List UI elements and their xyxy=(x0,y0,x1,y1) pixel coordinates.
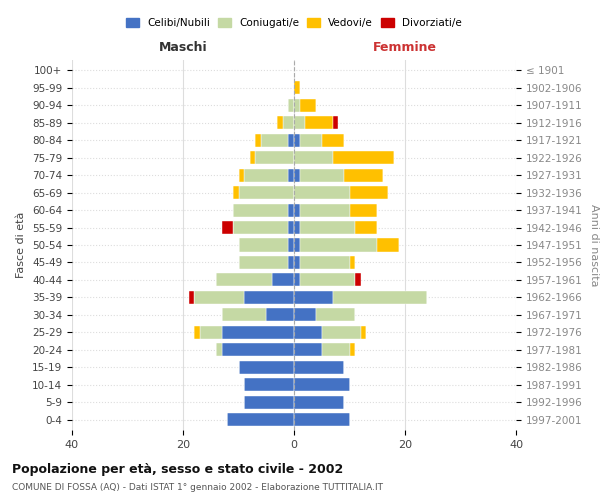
Bar xyxy=(377,238,400,252)
Bar xyxy=(222,326,294,339)
Bar xyxy=(260,134,289,147)
Bar xyxy=(289,99,294,112)
Bar xyxy=(294,291,333,304)
Bar xyxy=(289,168,294,181)
Bar xyxy=(294,343,322,356)
Bar xyxy=(277,116,283,130)
Bar xyxy=(294,413,349,426)
Bar xyxy=(239,360,294,374)
Bar xyxy=(239,256,289,269)
Bar xyxy=(294,360,344,374)
Bar xyxy=(194,326,200,339)
Bar xyxy=(283,116,294,130)
Y-axis label: Fasce di età: Fasce di età xyxy=(16,212,26,278)
Y-axis label: Anni di nascita: Anni di nascita xyxy=(589,204,599,286)
Bar xyxy=(322,134,344,147)
Bar xyxy=(233,186,239,199)
Bar xyxy=(289,221,294,234)
Bar xyxy=(294,256,299,269)
Bar xyxy=(216,343,222,356)
Bar xyxy=(299,204,349,216)
Bar xyxy=(333,116,338,130)
Bar xyxy=(294,99,299,112)
Bar xyxy=(272,274,294,286)
Bar xyxy=(294,326,322,339)
Bar xyxy=(349,343,355,356)
Bar xyxy=(266,308,294,322)
Bar xyxy=(289,134,294,147)
Text: Popolazione per età, sesso e stato civile - 2002: Popolazione per età, sesso e stato civil… xyxy=(12,462,343,475)
Bar xyxy=(299,274,355,286)
Text: COMUNE DI FOSSA (AQ) - Dati ISTAT 1° gennaio 2002 - Elaborazione TUTTITALIA.IT: COMUNE DI FOSSA (AQ) - Dati ISTAT 1° gen… xyxy=(12,482,383,492)
Bar xyxy=(299,99,316,112)
Bar xyxy=(227,413,294,426)
Bar xyxy=(299,168,344,181)
Bar xyxy=(222,308,266,322)
Bar xyxy=(299,256,349,269)
Text: Maschi: Maschi xyxy=(158,41,208,54)
Bar xyxy=(255,134,260,147)
Bar xyxy=(333,291,427,304)
Text: Femmine: Femmine xyxy=(373,41,437,54)
Bar xyxy=(294,186,349,199)
Bar xyxy=(294,378,349,391)
Bar xyxy=(355,274,361,286)
Bar xyxy=(294,151,333,164)
Bar xyxy=(305,116,333,130)
Bar xyxy=(294,82,299,94)
Bar xyxy=(294,204,299,216)
Bar xyxy=(361,326,366,339)
Bar xyxy=(289,204,294,216)
Bar xyxy=(333,151,394,164)
Bar xyxy=(299,221,355,234)
Bar xyxy=(322,343,349,356)
Bar xyxy=(222,343,294,356)
Bar xyxy=(188,291,194,304)
Bar xyxy=(299,134,322,147)
Bar xyxy=(239,168,244,181)
Bar xyxy=(299,238,377,252)
Bar xyxy=(294,134,299,147)
Bar xyxy=(349,186,388,199)
Bar xyxy=(250,151,255,164)
Bar xyxy=(289,238,294,252)
Bar xyxy=(316,308,355,322)
Legend: Celibi/Nubili, Coniugati/e, Vedovi/e, Divorziati/e: Celibi/Nubili, Coniugati/e, Vedovi/e, Di… xyxy=(122,14,466,32)
Bar xyxy=(194,291,244,304)
Bar xyxy=(294,221,299,234)
Bar xyxy=(244,291,294,304)
Bar xyxy=(349,204,377,216)
Bar xyxy=(233,204,289,216)
Bar xyxy=(244,168,289,181)
Bar xyxy=(255,151,294,164)
Bar xyxy=(294,308,316,322)
Bar xyxy=(294,116,305,130)
Bar xyxy=(349,256,355,269)
Bar xyxy=(239,238,289,252)
Bar xyxy=(294,274,299,286)
Bar xyxy=(222,221,233,234)
Bar xyxy=(200,326,222,339)
Bar xyxy=(244,378,294,391)
Bar xyxy=(355,221,377,234)
Bar xyxy=(344,168,383,181)
Bar xyxy=(233,221,289,234)
Bar xyxy=(244,396,294,408)
Bar xyxy=(239,186,294,199)
Bar xyxy=(322,326,361,339)
Bar xyxy=(289,256,294,269)
Bar xyxy=(217,274,272,286)
Bar xyxy=(294,238,299,252)
Bar xyxy=(294,168,299,181)
Bar xyxy=(294,396,344,408)
